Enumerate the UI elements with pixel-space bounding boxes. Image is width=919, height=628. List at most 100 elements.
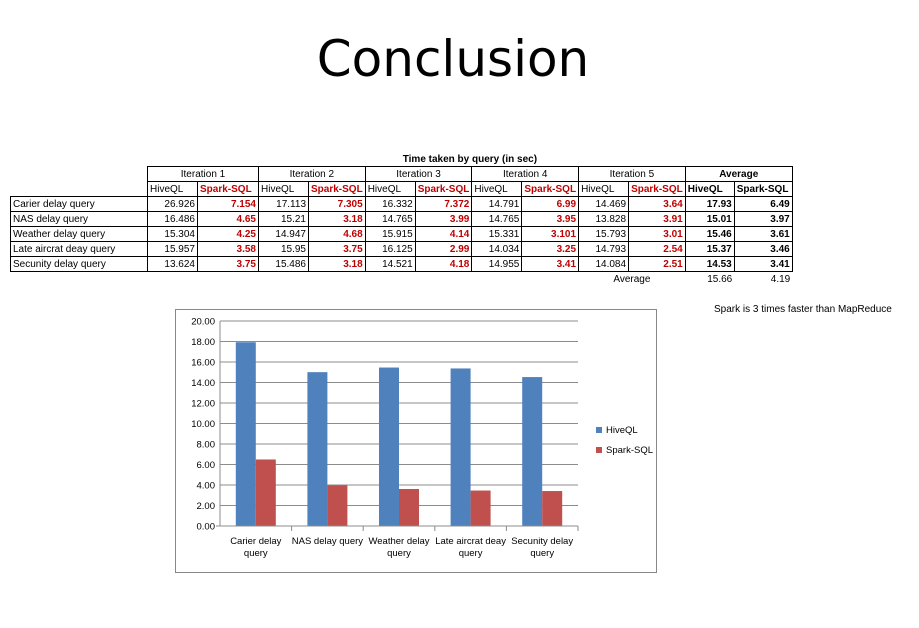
subheader-spark-sql-average: Spark-SQL xyxy=(733,181,793,197)
cell-spark-sql-average: 3.41 xyxy=(733,256,793,272)
footer-average-hiveql: 15.66 xyxy=(707,273,733,285)
bar-spark-sql xyxy=(327,485,348,526)
row-label: Carier delay query xyxy=(10,196,148,212)
bar-spark-sql xyxy=(399,488,419,526)
cell-hiveql: 14.793 xyxy=(578,241,630,257)
bar-chart: 0.00 2.00 4.00 6.00 8.00 10.00 12.00 14.00 16.00… xyxy=(191,317,653,560)
cell-hiveql: 14.034 xyxy=(471,241,523,257)
cell-spark-sql: 2.51 xyxy=(628,256,686,272)
row-label: Secunity delay query xyxy=(10,256,148,272)
cell-hiveql: 16.125 xyxy=(364,241,416,257)
cell-hiveql: 14.947 xyxy=(258,226,309,242)
cell-spark-sql: 7.154 xyxy=(197,196,259,212)
bar-hiveql xyxy=(379,367,399,526)
bar-spark-sql xyxy=(255,459,276,526)
cell-spark-sql: 2.54 xyxy=(628,241,686,257)
cell-hiveql: 14.791 xyxy=(471,196,523,212)
subheader-hiveql: HiveQL xyxy=(147,181,198,197)
cell-spark-sql-average: 3.46 xyxy=(733,241,793,257)
table-row: NAS delay query 16.486 4.65 15.21 3.18 1… xyxy=(10,211,793,227)
group-header: Iteration 3 xyxy=(364,166,473,182)
bar-hiveql xyxy=(307,372,328,526)
cell-hiveql: 15.304 xyxy=(147,226,198,242)
cell-spark-sql: 4.18 xyxy=(414,256,473,272)
y-tick-label: 2.00 xyxy=(197,501,216,512)
cell-spark-sql: 3.01 xyxy=(628,226,686,242)
table-group-header-row: Iteration 1 Iteration 2 Iteration 3 Iter… xyxy=(11,166,793,182)
cell-spark-sql-average: 3.61 xyxy=(733,226,793,242)
x-category-label: Carier delay xyxy=(230,536,281,547)
cell-hiveql: 26.926 xyxy=(147,196,198,212)
cell-hiveql-average: 15.37 xyxy=(684,241,735,257)
cell-hiveql: 17.113 xyxy=(258,196,309,212)
cell-spark-sql: 3.91 xyxy=(628,211,686,227)
x-category-label: Secunity delay xyxy=(511,536,573,547)
subheader-spark-sql: Spark-SQL xyxy=(521,181,580,197)
table-row: Secunity delay query 13.624 3.75 15.486 … xyxy=(10,256,793,272)
cell-spark-sql: 6.99 xyxy=(521,196,580,212)
y-tick-label: 6.00 xyxy=(197,460,216,471)
cell-hiveql: 14.765 xyxy=(364,211,416,227)
subheader-hiveql: HiveQL xyxy=(578,181,630,197)
cell-hiveql: 16.332 xyxy=(364,196,416,212)
slide-title: Conclusion xyxy=(316,30,590,88)
cell-spark-sql: 3.41 xyxy=(521,256,580,272)
cell-hiveql-average: 14.53 xyxy=(684,256,735,272)
legend-swatch-spark-sql xyxy=(596,447,602,453)
x-category-label: Late aircrat deay xyxy=(435,536,506,547)
cell-spark-sql: 3.18 xyxy=(308,256,366,272)
cell-hiveql: 13.828 xyxy=(578,211,630,227)
y-tick-label: 8.00 xyxy=(197,440,216,451)
bar-hiveql xyxy=(522,377,543,526)
row-label: Weather delay query xyxy=(10,226,148,242)
subheader-spark-sql: Spark-SQL xyxy=(308,181,366,197)
cell-spark-sql-average: 3.97 xyxy=(733,211,793,227)
table-subheader-row: HiveQL Spark-SQL HiveQL Spark-SQL HiveQL… xyxy=(11,181,793,197)
cell-spark-sql: 3.58 xyxy=(197,241,259,257)
cell-hiveql: 15.915 xyxy=(364,226,416,242)
cell-spark-sql: 4.68 xyxy=(308,226,366,242)
subheader-hiveql: HiveQL xyxy=(364,181,416,197)
row-label: Late aircrat deay query xyxy=(10,241,148,257)
group-header: Iteration 4 xyxy=(471,166,580,182)
cell-spark-sql: 4.65 xyxy=(197,211,259,227)
cell-spark-sql-average: 6.49 xyxy=(733,196,793,212)
query-time-table: Time taken by query (in sec) Iteration 1… xyxy=(10,152,793,286)
cell-spark-sql: 3.18 xyxy=(308,211,366,227)
legend-label: HiveQL xyxy=(606,425,638,436)
subheader-spark-sql: Spark-SQL xyxy=(414,181,473,197)
subheader-hiveql: HiveQL xyxy=(471,181,523,197)
y-tick-label: 18.00 xyxy=(191,337,215,348)
cell-spark-sql: 3.64 xyxy=(628,196,686,212)
subheader-spark-sql: Spark-SQL xyxy=(197,181,259,197)
cell-hiveql: 15.957 xyxy=(147,241,198,257)
table-caption-row: Time taken by query (in sec) xyxy=(11,152,793,167)
row-label: NAS delay query xyxy=(10,211,148,227)
subheader-hiveql-average: HiveQL xyxy=(684,181,735,197)
cell-hiveql: 14.084 xyxy=(578,256,630,272)
table-row: Carier delay query 26.926 7.154 17.113 7… xyxy=(10,196,793,212)
cell-hiveql: 14.469 xyxy=(578,196,630,212)
footer-average-label: Average xyxy=(613,273,651,285)
x-category-label: query xyxy=(459,548,483,559)
cell-hiveql: 15.486 xyxy=(258,256,309,272)
cell-spark-sql: 3.95 xyxy=(521,211,580,227)
y-tick-label: 14.00 xyxy=(191,378,215,389)
cell-hiveql: 14.521 xyxy=(364,256,416,272)
x-category-label: query xyxy=(387,548,411,559)
y-tick-label: 0.00 xyxy=(197,522,216,533)
speedup-note: Spark is 3 times faster than MapReduce xyxy=(714,304,892,315)
group-header: Iteration 5 xyxy=(578,166,686,182)
legend-label: Spark-SQL xyxy=(606,445,653,456)
y-tick-label: 16.00 xyxy=(191,358,215,369)
cell-hiveql: 15.331 xyxy=(471,226,523,242)
table-footer-row: Average 15.66 4.19 xyxy=(11,272,793,287)
cell-spark-sql: 3.75 xyxy=(308,241,366,257)
cell-hiveql: 14.955 xyxy=(471,256,523,272)
cell-hiveql: 15.21 xyxy=(258,211,309,227)
footer-average-spark-sql: 4.19 xyxy=(770,273,791,285)
cell-hiveql: 13.624 xyxy=(147,256,198,272)
y-tick-label: 20.00 xyxy=(191,317,215,328)
subheader-spark-sql: Spark-SQL xyxy=(628,181,686,197)
bar-spark-sql xyxy=(470,490,491,526)
